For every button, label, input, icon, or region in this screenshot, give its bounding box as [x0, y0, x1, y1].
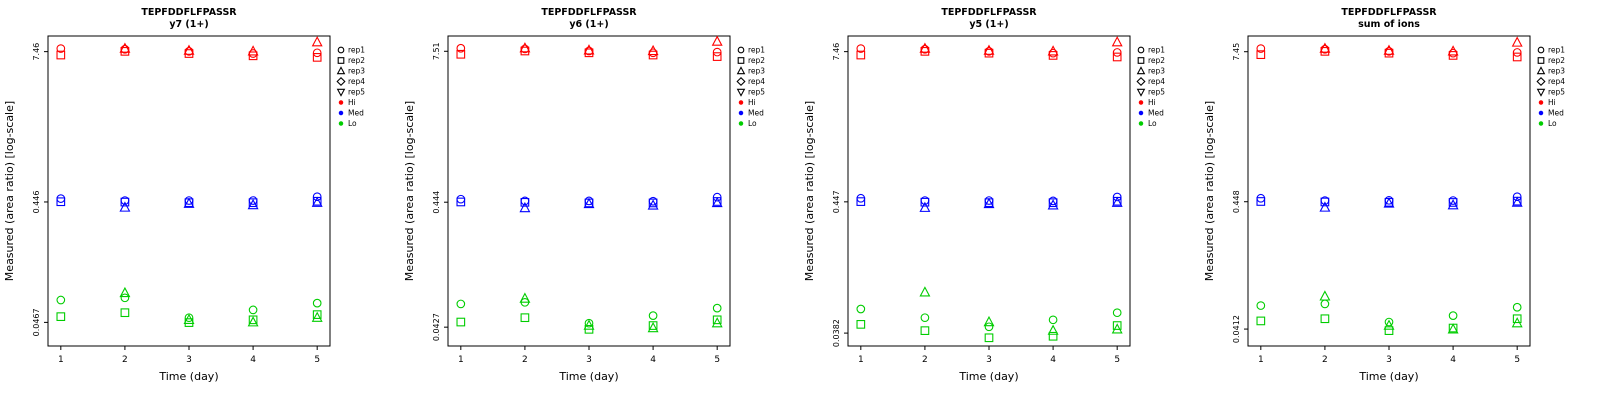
svg-text:Med: Med: [348, 109, 364, 118]
svg-text:rep4: rep4: [748, 77, 765, 86]
svg-text:0.448: 0.448: [1232, 190, 1241, 213]
svg-text:2: 2: [922, 355, 928, 365]
svg-text:Med: Med: [748, 109, 764, 118]
svg-text:TEPFDDFLFPASSR: TEPFDDFLFPASSR: [941, 7, 1037, 18]
svg-text:Time (day): Time (day): [958, 370, 1018, 383]
svg-text:1: 1: [858, 355, 864, 365]
svg-text:sum of ions: sum of ions: [1358, 19, 1420, 30]
svg-text:1: 1: [58, 355, 64, 365]
svg-text:y5 (1+): y5 (1+): [969, 19, 1008, 30]
svg-text:7.45: 7.45: [1232, 43, 1241, 61]
svg-text:y7 (1+): y7 (1+): [169, 19, 208, 30]
svg-text:rep2: rep2: [348, 56, 365, 65]
svg-text:0.0427: 0.0427: [432, 313, 441, 341]
svg-text:rep5: rep5: [348, 88, 365, 97]
svg-text:TEPFDDFLFPASSR: TEPFDDFLFPASSR: [1341, 7, 1437, 18]
svg-text:0.0467: 0.0467: [32, 308, 41, 336]
svg-text:2: 2: [522, 355, 528, 365]
svg-text:rep3: rep3: [1548, 67, 1565, 76]
svg-text:1: 1: [1258, 355, 1264, 365]
svg-text:Time (day): Time (day): [1358, 370, 1418, 383]
svg-text:Lo: Lo: [1148, 119, 1157, 128]
svg-text:Measured (area ratio) [log-sca: Measured (area ratio) [log-scale]: [803, 101, 816, 281]
svg-text:5: 5: [1514, 355, 1520, 365]
svg-text:0.446: 0.446: [32, 191, 41, 214]
svg-text:Med: Med: [1548, 109, 1564, 118]
svg-text:rep5: rep5: [748, 88, 765, 97]
chart-panel-sum-of-ions: TEPFDDFLFPASSR sum of ions 7.45 0.448 0.0412…: [1200, 0, 1600, 400]
svg-text:2: 2: [122, 355, 128, 365]
svg-text:2: 2: [1322, 355, 1328, 365]
svg-text:3: 3: [1386, 355, 1392, 365]
svg-text:4: 4: [650, 355, 656, 365]
svg-text:5: 5: [714, 355, 720, 365]
svg-text:5: 5: [314, 355, 320, 365]
svg-text:Lo: Lo: [748, 119, 757, 128]
chart-panel-y6: TEPFDDFLFPASSR y6 (1+) 7.51 0.444 0.0427 1 2 3 4…: [400, 0, 800, 400]
svg-text:TEPFDDFLFPASSR: TEPFDDFLFPASSR: [141, 7, 237, 18]
svg-text:7.51: 7.51: [432, 42, 441, 60]
svg-text:0.444: 0.444: [432, 191, 441, 214]
svg-text:rep4: rep4: [1148, 77, 1165, 86]
svg-text:rep3: rep3: [348, 67, 365, 76]
svg-text:4: 4: [250, 355, 256, 365]
chart-panel-y7: TEPFDDFLFPASSR y7 (1+) 7.46 0.446 0.0467 1 2 3 4…: [0, 0, 400, 400]
svg-text:rep3: rep3: [1148, 67, 1165, 76]
svg-text:4: 4: [1050, 355, 1056, 365]
chart-panel-y5: TEPFDDFLFPASSR y5 (1+) 7.46 0.447 0.0382 1 2 3 4…: [800, 0, 1200, 400]
svg-text:Measured (area ratio) [log-sca: Measured (area ratio) [log-scale]: [3, 101, 16, 281]
svg-text:4: 4: [1450, 355, 1456, 365]
svg-text:Med: Med: [1148, 109, 1164, 118]
svg-text:0.0412: 0.0412: [1232, 315, 1241, 343]
svg-text:3: 3: [986, 355, 992, 365]
svg-text:5: 5: [1114, 355, 1120, 365]
svg-text:TEPFDDFLFPASSR: TEPFDDFLFPASSR: [541, 7, 637, 18]
svg-text:rep1: rep1: [1548, 46, 1565, 55]
svg-text:Time (day): Time (day): [558, 370, 618, 383]
svg-text:rep1: rep1: [748, 46, 765, 55]
svg-text:rep5: rep5: [1548, 88, 1565, 97]
svg-text:Measured (area ratio) [log-sca: Measured (area ratio) [log-scale]: [403, 101, 416, 281]
svg-text:Hi: Hi: [1148, 98, 1156, 107]
svg-text:3: 3: [586, 355, 592, 365]
svg-text:Hi: Hi: [748, 98, 756, 107]
svg-text:rep5: rep5: [1148, 88, 1165, 97]
svg-text:7.46: 7.46: [32, 43, 41, 61]
svg-text:Measured (area ratio) [log-sca: Measured (area ratio) [log-scale]: [1203, 101, 1216, 281]
svg-text:Hi: Hi: [1548, 98, 1556, 107]
svg-text:Time (day): Time (day): [158, 370, 218, 383]
svg-text:y6 (1+): y6 (1+): [569, 19, 608, 30]
svg-text:rep1: rep1: [1148, 46, 1165, 55]
svg-text:3: 3: [186, 355, 192, 365]
svg-text:rep2: rep2: [1548, 56, 1565, 65]
svg-text:Lo: Lo: [1548, 119, 1557, 128]
svg-text:rep4: rep4: [1548, 77, 1565, 86]
svg-text:rep3: rep3: [748, 67, 765, 76]
svg-text:1: 1: [458, 355, 464, 365]
svg-text:0.0382: 0.0382: [832, 319, 841, 347]
svg-text:rep1: rep1: [348, 46, 365, 55]
svg-text:Lo: Lo: [348, 119, 357, 128]
svg-text:0.447: 0.447: [832, 190, 841, 213]
svg-text:rep2: rep2: [748, 56, 765, 65]
svg-text:rep4: rep4: [348, 77, 365, 86]
svg-text:Hi: Hi: [348, 98, 356, 107]
svg-text:7.46: 7.46: [832, 43, 841, 61]
svg-text:rep2: rep2: [1148, 56, 1165, 65]
